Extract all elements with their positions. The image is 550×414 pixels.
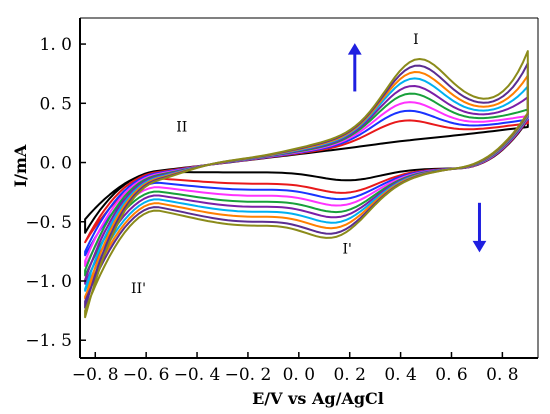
y-tick-label: 1. 0	[40, 35, 72, 55]
curve-group	[84, 50, 529, 319]
y-tick-label: −1. 5	[25, 331, 72, 351]
peak-label: II	[176, 120, 187, 136]
x-tick-label: 0. 8	[486, 365, 518, 385]
y-tick-label: 0. 5	[40, 94, 72, 114]
x-tick-label: −0. 8	[72, 365, 119, 385]
y-tick-label: 0. 0	[40, 154, 72, 174]
x-tick-label: 0. 2	[333, 365, 365, 385]
plot-frame	[79, 17, 539, 359]
peak-label: I'	[342, 242, 351, 258]
y-tick-label: −1. 0	[25, 272, 72, 292]
peak-label: II'	[131, 281, 146, 297]
x-tick-label: −0. 4	[174, 365, 221, 385]
arrow-down	[472, 202, 487, 253]
x-tick-label: −0. 6	[123, 365, 170, 385]
x-tick-label: 0. 6	[435, 365, 467, 385]
arrow-group	[347, 43, 487, 253]
peak-label: I	[413, 32, 419, 48]
y-tick-label: −0. 5	[25, 213, 72, 233]
x-tick-label: 0. 0	[283, 365, 315, 385]
y-axis-title: I/mA	[11, 144, 30, 187]
x-tick-group: −0. 8 −0. 6 −0. 4 −0. 2 0. 0 0. 2 0. 4 0. 6 0. 8	[72, 352, 519, 385]
y-tick-group: 1. 0 0. 5 0. 0 −0. 5 −1. 0 −1. 5	[25, 35, 86, 351]
x-tick-label: −0. 2	[225, 365, 272, 385]
x-axis-title: E/V vs Ag/AgCl	[252, 389, 384, 408]
x-tick-label: 0. 4	[384, 365, 416, 385]
cv-cycle-10	[84, 50, 529, 319]
arrow-up	[347, 43, 362, 92]
